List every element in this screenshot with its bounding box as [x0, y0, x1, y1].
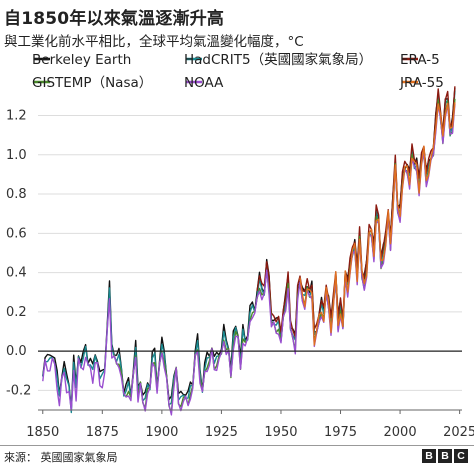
series-line	[299, 102, 456, 346]
y-tick-label: 0.6	[6, 226, 27, 241]
y-tick-label: 1.0	[6, 148, 27, 163]
y-tick-label: 0.4	[6, 266, 27, 281]
legend-label: GISTEMP（Nasa）	[32, 75, 152, 91]
series-line	[113, 98, 456, 413]
chart-title: 自1850年以來氣溫逐漸升高	[4, 9, 225, 29]
x-tick-label: 1875	[86, 425, 119, 440]
legend-label: ERA-5	[400, 52, 440, 68]
logo-letter: B	[422, 449, 436, 463]
legend-label: Berkeley Earth	[32, 52, 131, 68]
y-tick-label: 0.8	[6, 187, 27, 202]
x-tick-label: 1900	[145, 425, 178, 440]
legend-label: NOAA	[184, 75, 224, 91]
y-tick-label: -0.2	[6, 383, 31, 398]
footer-divider	[0, 445, 474, 446]
legend-label: JRA-55	[399, 75, 444, 91]
legend: Berkeley Earth HadCRIT5（英國國家氣象局） ERA-5 GIST…	[32, 51, 444, 91]
logo-letter: B	[438, 449, 452, 463]
source-note: 來源： 英國國家氣象局	[4, 451, 118, 464]
line-chart: -0.2 0.0 0.2 0.4 0.6 0.8 1.0 1.2 1850 1875 1900 192…	[6, 51, 474, 440]
x-tick-label: 1950	[264, 425, 297, 440]
series-lines	[42, 86, 456, 416]
x-tick-label: 1850	[26, 425, 59, 440]
y-tick-label: 1.2	[6, 109, 27, 124]
grid-lines	[38, 115, 462, 391]
x-tick-label: 2025	[443, 425, 474, 440]
x-tick-label: 1975	[324, 425, 357, 440]
bbc-logo: B B C	[422, 449, 468, 463]
logo-letter: C	[454, 449, 468, 463]
chart-subtitle: 與工業化前水平相比，全球平均氣溫變化幅度，°C	[4, 34, 304, 50]
y-tick-label: 0.2	[6, 305, 27, 320]
x-tick-label: 2000	[384, 425, 417, 440]
x-tick-label: 1925	[205, 425, 238, 440]
axes: -0.2 0.0 0.2 0.4 0.6 0.8 1.0 1.2 1850 1875 1900 192…	[6, 109, 474, 440]
legend-label: HadCRIT5（英國國家氣象局）	[184, 51, 372, 68]
series-line	[42, 103, 456, 416]
y-tick-label: 0.0	[6, 344, 27, 359]
